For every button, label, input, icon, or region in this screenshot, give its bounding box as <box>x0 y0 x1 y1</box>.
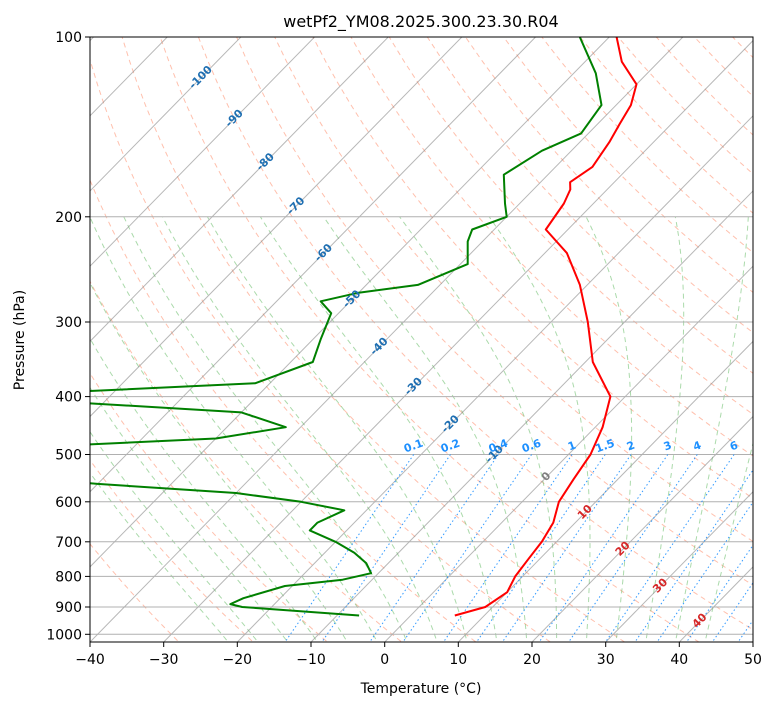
mixing-ratio-line <box>605 454 735 642</box>
isotherm <box>90 37 389 343</box>
x-tick-label: 40 <box>670 652 688 668</box>
isotherm <box>90 37 242 192</box>
mixing-ratio-label: 1.5 <box>594 437 617 456</box>
mixing-ratio-line <box>634 469 753 642</box>
mixing-ratio-line <box>476 454 606 642</box>
dry-adiabat <box>312 37 753 500</box>
y-tick-label: 600 <box>55 495 82 511</box>
x-tick-label: 10 <box>449 652 467 668</box>
y-axis: 100 200 300 400 500 600 700 800 900 1000 <box>46 30 90 643</box>
y-axis-label: Pressure (hPa) <box>12 290 28 390</box>
temperature-profile-line <box>454 37 638 617</box>
mixing-ratio-label: 3 <box>662 439 674 454</box>
isotherm <box>236 115 753 642</box>
x-axis: −40 −30 −20 −10 0 10 20 30 40 50 <box>75 642 762 668</box>
mixing-ratio-label: 0.1 <box>402 437 425 456</box>
y-tick-label: 700 <box>55 535 82 551</box>
x-axis-label: Temperature (°C) <box>360 681 482 697</box>
isotherm <box>310 190 753 642</box>
x-tick-label: 50 <box>744 652 762 668</box>
moist-adiabat <box>90 430 259 642</box>
mixing-ratio-line <box>711 581 753 642</box>
isotherm <box>90 37 463 418</box>
chart-title: wetPf2_YM08.2025.300.23.30.R04 <box>283 12 558 32</box>
mixing-ratio-line <box>568 454 698 642</box>
y-tick-label: 900 <box>55 600 82 616</box>
y-tick-label: 1000 <box>46 627 82 643</box>
mixing-ratio-line <box>538 454 669 642</box>
mixing-ratio-label: 2 <box>625 439 637 454</box>
dry-adiabat <box>90 57 552 642</box>
mixing-ratio-line <box>402 454 533 642</box>
x-tick-label: 30 <box>597 652 615 668</box>
moist-adiabat <box>323 216 528 642</box>
mixing-ratio-label: 0.4 <box>487 436 510 455</box>
isotherm <box>90 37 537 493</box>
isotherm <box>531 415 753 642</box>
mixing-ratio-label: 4 <box>691 438 703 453</box>
mixing-ratio-label: 0.2 <box>439 437 462 456</box>
isotherm <box>605 491 753 642</box>
mixing-ratio-labels: 0.10.20.40.611.52346810131620253036 <box>402 436 740 456</box>
moist-adiabat <box>585 216 633 642</box>
y-tick-label: 300 <box>55 315 82 331</box>
mixing-ratio-line <box>686 544 753 642</box>
x-tick-label: −30 <box>149 652 179 668</box>
mixing-ratio-line <box>321 454 451 642</box>
isotherm <box>90 37 316 267</box>
y-tick-label: 400 <box>55 390 82 406</box>
x-tick-label: −10 <box>296 652 326 668</box>
moist-adiabat <box>704 441 753 642</box>
dry-adiabat <box>465 37 753 334</box>
x-tick-label: 0 <box>380 652 389 668</box>
x-tick-label: −20 <box>223 652 253 668</box>
moist-adiabat <box>90 281 348 642</box>
dry-adiabat <box>350 37 753 457</box>
plot-frame <box>89 36 754 643</box>
moist-adiabat <box>399 216 558 642</box>
moist-adiabat <box>90 471 229 642</box>
mixing-ratio-label: 1 <box>566 439 578 454</box>
moist-adiabat <box>206 216 468 642</box>
profile-series <box>90 37 638 617</box>
mixing-ratio-line <box>443 454 573 642</box>
dry-adiabat <box>426 37 753 374</box>
moist-adiabat <box>123 216 408 642</box>
mixing-ratio-line <box>501 454 632 642</box>
mixing-ratio-label: 0.6 <box>520 436 543 455</box>
dry-adiabat <box>121 37 626 642</box>
dry-adiabat <box>90 372 329 642</box>
mixing-ratio-line <box>369 454 499 642</box>
x-tick-label: −40 <box>75 652 105 668</box>
dry-adiabat <box>90 280 403 642</box>
y-tick-label: 200 <box>55 210 82 226</box>
y-tick-label: 800 <box>55 569 82 585</box>
moist-adiabat <box>645 216 685 642</box>
moist-adiabat <box>90 216 378 642</box>
y-tick-label: 100 <box>55 30 82 46</box>
mixing-ratio-label: 6 <box>728 438 740 453</box>
dewpoint-profile-line <box>90 37 603 617</box>
isotherm <box>90 37 684 642</box>
isotherm <box>384 265 753 642</box>
moist-adiabat <box>674 216 749 642</box>
x-tick-label: 20 <box>523 652 541 668</box>
moist-adiabat <box>259 216 498 642</box>
isotherm <box>90 37 610 568</box>
y-tick-label: 500 <box>55 448 82 464</box>
mixing-ratio-line <box>656 501 753 642</box>
isotherm <box>163 39 753 642</box>
moist-adiabat <box>488 216 591 642</box>
moist-adiabat <box>90 337 319 642</box>
